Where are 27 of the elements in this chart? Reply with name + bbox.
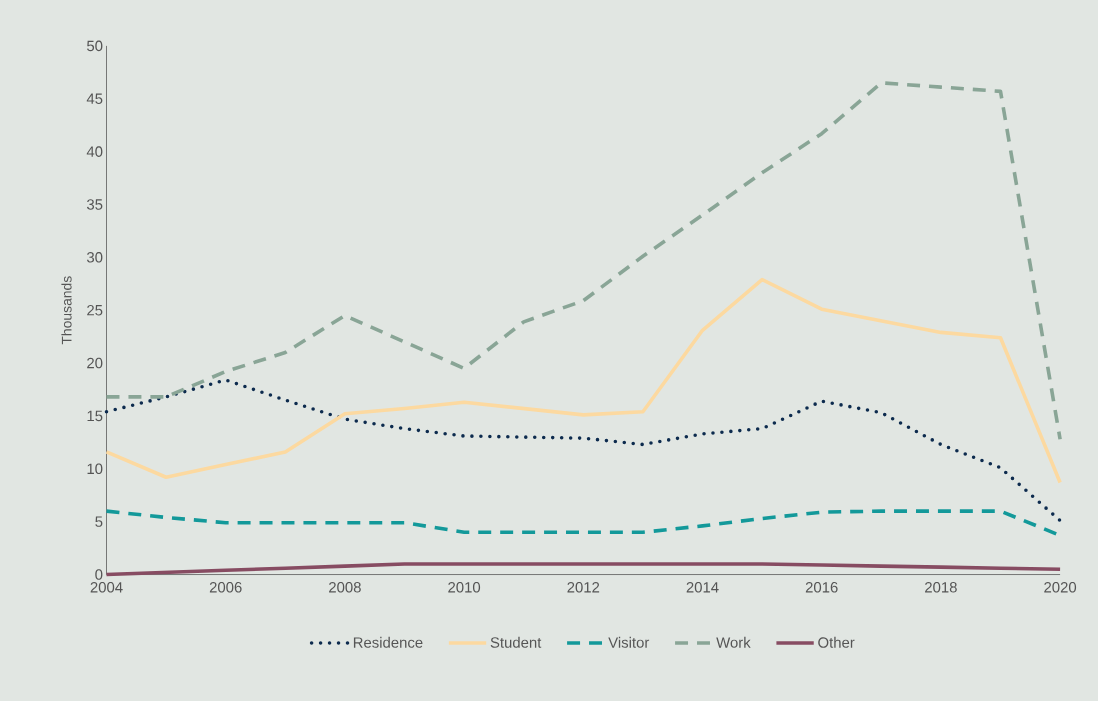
y-tick-label: 10 xyxy=(87,463,103,474)
y-tick-label: 50 xyxy=(87,40,103,52)
legend-label: Student xyxy=(490,636,542,648)
legend-label: Residence xyxy=(353,636,423,648)
y-tick-label: 5 xyxy=(95,516,103,527)
y-tick-label: 40 xyxy=(86,146,103,157)
y-tick-label: 25 xyxy=(87,304,103,316)
x-tick-label: 2014 xyxy=(686,581,719,593)
x-tick-label: 2006 xyxy=(209,581,242,593)
legend-label: Other xyxy=(818,636,855,648)
x-tick-label: 2016 xyxy=(805,581,838,593)
x-tick-label: 2020 xyxy=(1044,581,1077,593)
x-tick-label: 2004 xyxy=(90,581,123,593)
x-tick-label: 2012 xyxy=(567,581,600,593)
x-tick-label: 2008 xyxy=(329,581,361,593)
y-tick-label: 45 xyxy=(86,93,103,104)
y-tick-label: 35 xyxy=(86,199,103,210)
y-axis-title: Thousands xyxy=(61,276,72,345)
y-tick-label: 15 xyxy=(87,410,103,422)
x-tick-label: 2010 xyxy=(448,581,481,593)
legend-label: Visitor xyxy=(608,636,650,648)
x-tick-label: 2018 xyxy=(925,581,957,593)
y-tick-label: 20 xyxy=(87,357,103,369)
y-tick-label: 30 xyxy=(86,251,103,263)
line-series xyxy=(104,378,1062,523)
legend-label: Work xyxy=(716,636,751,648)
y-tick-label: 0 xyxy=(95,569,103,580)
